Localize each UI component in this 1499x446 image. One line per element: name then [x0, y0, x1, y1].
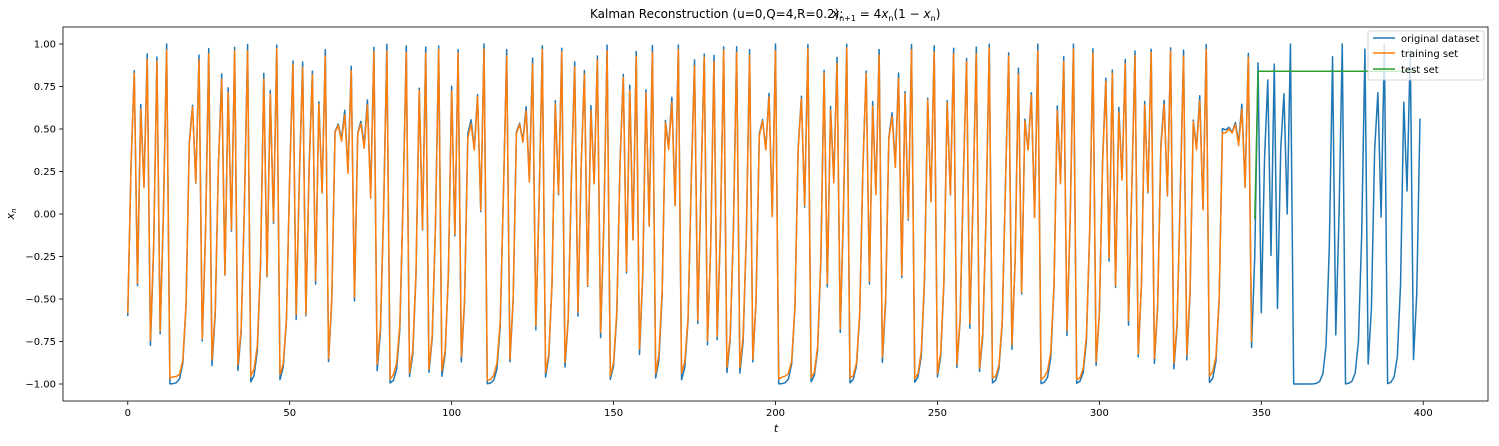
y-axis-label: xn [4, 209, 18, 221]
y-tick-label: 0.75 [34, 82, 56, 93]
y-tick-label: 1.00 [34, 40, 56, 51]
y-tick-label: −0.75 [25, 337, 56, 348]
x-tick-label: 200 [766, 408, 785, 419]
y-tick-label: 0.00 [34, 210, 56, 221]
y-tick-label: −0.25 [25, 252, 56, 263]
y-tick-label: 0.25 [34, 167, 56, 178]
y-tick-label: −1.00 [25, 380, 56, 391]
x-tick-label: 0 [125, 408, 131, 419]
series-line-test-set [1254, 70, 1420, 220]
chart-title-text: Kalman Reconstruction (u=0,Q=4,R=0.2): [590, 7, 843, 21]
series-line-training-set [127, 47, 1253, 381]
series-line-original-dataset [127, 43, 1421, 385]
chart-title: Kalman Reconstruction (u=0,Q=4,R=0.2): x… [590, 7, 940, 23]
legend: original dataset training set test set [1367, 30, 1485, 81]
chart-title-equation: xn+1 = 4xn(1 − xn) [831, 7, 940, 23]
series-lines [127, 43, 1421, 385]
x-tick-label: 300 [1090, 408, 1109, 419]
legend-box [1367, 30, 1485, 81]
y-tick-label: −0.50 [25, 295, 56, 306]
y-axis: 1.00 0.75 0.50 0.25 0.00 −0.25 −0.50 −0.75 −1.00 [25, 40, 63, 391]
y-tick-label: 0.50 [34, 125, 56, 136]
legend-label-test: test set [1401, 65, 1439, 76]
x-tick-label: 50 [283, 408, 296, 419]
x-tick-label: 150 [604, 408, 623, 419]
x-axis: 0 50 100 150 200 250 300 350 400 [125, 401, 1433, 419]
x-tick-label: 350 [1252, 408, 1271, 419]
x-axis-label: t [774, 422, 779, 435]
x-tick-label: 250 [928, 408, 947, 419]
legend-label-training: training set [1401, 49, 1458, 60]
x-tick-label: 400 [1414, 408, 1433, 419]
legend-label-original: original dataset [1401, 34, 1479, 45]
x-tick-label: 100 [442, 408, 461, 419]
